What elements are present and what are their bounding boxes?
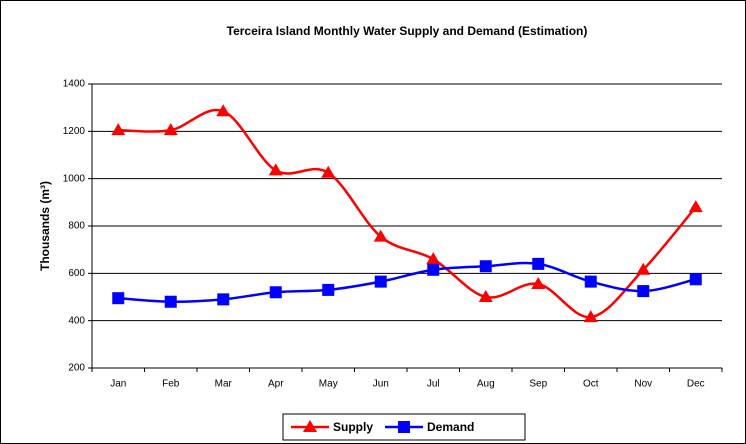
marker [689,273,702,286]
x-tick-label: Jun [373,379,389,390]
marker [427,263,440,276]
marker [164,295,177,308]
x-tick-label: May [319,379,338,390]
y-tick-label: 800 [68,221,85,232]
marker [216,104,231,117]
x-tick-label: Apr [268,379,284,390]
x-tick-label: Jul [427,379,440,390]
legend: Supply Demand [282,413,526,441]
marker [426,252,441,265]
x-tick-label: Oct [583,379,599,390]
x-tick-label: Dec [687,379,705,390]
chart-title: Terceira Island Monthly Water Supply and… [227,24,588,38]
marker [374,275,387,288]
marker [531,276,546,289]
x-tick-label: Jan [110,379,126,390]
marker [637,285,650,298]
marker [112,292,125,305]
y-tick-label: 1000 [63,173,86,184]
marker [583,310,598,323]
marker [217,293,230,306]
x-tick-label: Nov [634,379,652,390]
y-tick-label: 600 [68,268,85,279]
y-tick-label: 200 [68,363,85,374]
marker [322,283,335,296]
marker [303,420,317,432]
legend-label: Supply [333,420,373,434]
x-tick-label: Mar [215,379,233,390]
marker [268,163,283,176]
legend-label: Demand [427,420,474,434]
marker [478,290,493,302]
y-tick-label: 1200 [63,126,86,137]
marker [269,286,282,299]
y-tick-label: 400 [68,315,85,326]
marker [398,421,411,433]
x-tick-label: Aug [477,379,495,390]
marker [373,229,388,242]
y-tick-label: 1400 [63,79,86,90]
y-axis-label: Thousands (m³) [38,181,52,271]
x-tick-label: Feb [162,379,180,390]
marker [163,123,178,136]
marker [321,165,336,178]
x-tick-label: Sep [529,379,547,390]
marker [584,275,597,288]
marker [636,262,651,275]
marker [688,200,703,213]
marker [111,123,126,136]
marker [532,257,545,270]
marker [479,260,492,273]
